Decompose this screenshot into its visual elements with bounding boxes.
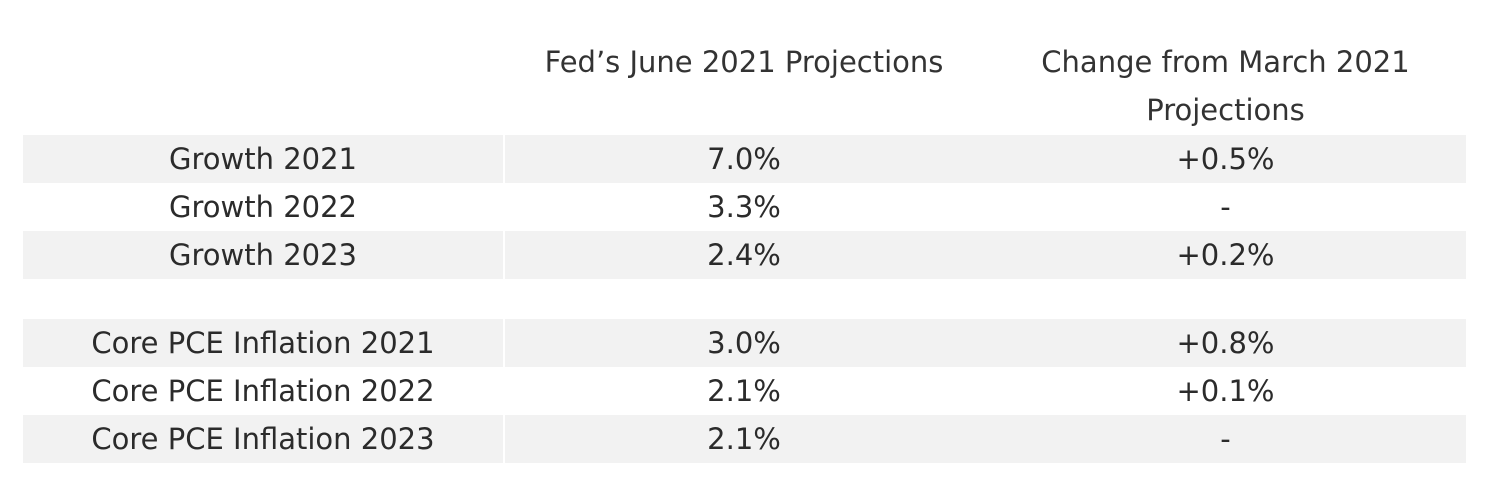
column-divider <box>503 415 505 463</box>
row-label: Core PCE Inflation 2021 <box>91 326 435 360</box>
header-change-line2: Projections <box>1146 93 1305 127</box>
row-change: +0.1% <box>1176 374 1275 408</box>
row-label: Core PCE Inflation 2023 <box>91 422 435 456</box>
row-change: +0.2% <box>1176 238 1275 272</box>
row-change: +0.5% <box>1176 142 1275 176</box>
column-divider <box>503 231 505 279</box>
row-projection: 2.1% <box>707 422 781 456</box>
column-divider <box>503 135 505 183</box>
row-change: - <box>1220 190 1231 224</box>
row-label: Growth 2022 <box>169 190 357 224</box>
row-label: Growth 2021 <box>169 142 357 176</box>
table-row-core-pce-2022: Core PCE Inflation 2022 2.1% +0.1% <box>23 367 1466 415</box>
row-label: Core PCE Inflation 2022 <box>91 374 435 408</box>
table-row-core-pce-2023: Core PCE Inflation 2023 2.1% - <box>23 415 1466 463</box>
table-row-growth-2023: Growth 2023 2.4% +0.2% <box>23 231 1466 279</box>
column-divider <box>503 319 505 367</box>
row-projection: 7.0% <box>707 142 781 176</box>
table-row-core-pce-2021: Core PCE Inflation 2021 3.0% +0.8% <box>23 319 1466 367</box>
header-change-line1: Change from March 2021 <box>1041 45 1410 79</box>
row-projection: 3.0% <box>707 326 781 360</box>
row-change: +0.8% <box>1176 326 1275 360</box>
table-row-growth-2021: Growth 2021 7.0% +0.5% <box>23 135 1466 183</box>
row-projection: 3.3% <box>707 190 781 224</box>
row-projection: 2.1% <box>707 374 781 408</box>
header-june-projections: Fed’s June 2021 Projections <box>544 45 944 79</box>
row-change: - <box>1220 422 1231 456</box>
row-projection: 2.4% <box>707 238 781 272</box>
table-header: Fed’s June 2021 Projections Change from … <box>0 38 1506 134</box>
row-spacer <box>23 279 1466 319</box>
row-label: Growth 2023 <box>169 238 357 272</box>
table-row-growth-2022: Growth 2022 3.3% - <box>23 183 1466 231</box>
projections-table: Growth 2021 7.0% +0.5% Growth 2022 3.3% … <box>23 135 1466 463</box>
